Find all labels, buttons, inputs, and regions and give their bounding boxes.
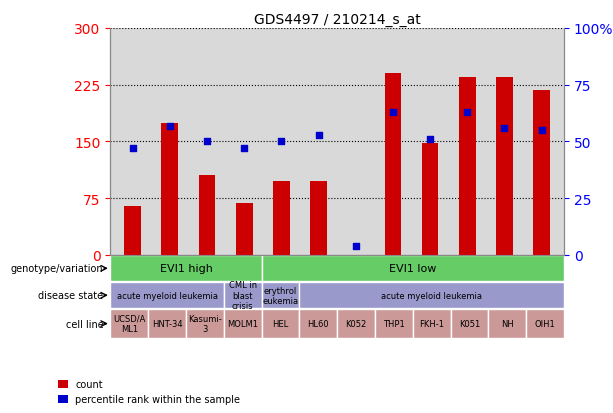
FancyBboxPatch shape bbox=[262, 256, 564, 282]
Bar bbox=[161, 123, 178, 255]
FancyBboxPatch shape bbox=[262, 282, 299, 309]
FancyBboxPatch shape bbox=[299, 310, 337, 338]
Text: disease state: disease state bbox=[38, 290, 104, 301]
Point bbox=[351, 243, 360, 249]
Text: acute myeloid leukemia: acute myeloid leukemia bbox=[381, 291, 482, 300]
Point bbox=[388, 109, 398, 116]
Text: UCSD/A
ML1: UCSD/A ML1 bbox=[113, 314, 145, 333]
FancyBboxPatch shape bbox=[224, 310, 262, 338]
Point bbox=[165, 123, 175, 130]
Point bbox=[276, 139, 286, 145]
Text: EVI1 low: EVI1 low bbox=[389, 263, 436, 274]
Text: OIH1: OIH1 bbox=[535, 319, 555, 328]
Point bbox=[537, 128, 547, 134]
Legend: count, percentile rank within the sample: count, percentile rank within the sample bbox=[54, 375, 244, 408]
Point bbox=[425, 136, 435, 143]
Text: EVI1 high: EVI1 high bbox=[159, 263, 212, 274]
Bar bbox=[124, 206, 141, 255]
Text: NH: NH bbox=[501, 319, 514, 328]
FancyBboxPatch shape bbox=[451, 310, 489, 338]
FancyBboxPatch shape bbox=[110, 310, 148, 338]
Title: GDS4497 / 210214_s_at: GDS4497 / 210214_s_at bbox=[254, 12, 421, 26]
FancyBboxPatch shape bbox=[110, 256, 262, 282]
Bar bbox=[459, 78, 476, 255]
Bar bbox=[422, 144, 438, 255]
Text: K052: K052 bbox=[346, 319, 367, 328]
FancyBboxPatch shape bbox=[489, 310, 526, 338]
Text: THP1: THP1 bbox=[383, 319, 405, 328]
FancyBboxPatch shape bbox=[262, 310, 299, 338]
Point bbox=[202, 139, 212, 145]
Bar bbox=[496, 78, 513, 255]
Point bbox=[239, 145, 249, 152]
Bar bbox=[384, 74, 402, 255]
Text: erythrol
eukemia: erythrol eukemia bbox=[262, 286, 299, 305]
FancyBboxPatch shape bbox=[375, 310, 413, 338]
Text: CML in
blast
crisis: CML in blast crisis bbox=[229, 281, 257, 311]
FancyBboxPatch shape bbox=[186, 310, 224, 338]
Text: K051: K051 bbox=[459, 319, 480, 328]
Text: FKH-1: FKH-1 bbox=[419, 319, 444, 328]
Text: HL60: HL60 bbox=[308, 319, 329, 328]
FancyBboxPatch shape bbox=[299, 282, 564, 309]
Text: MOLM1: MOLM1 bbox=[227, 319, 258, 328]
Bar bbox=[199, 176, 215, 255]
FancyBboxPatch shape bbox=[337, 310, 375, 338]
FancyBboxPatch shape bbox=[526, 310, 564, 338]
Point bbox=[500, 125, 509, 132]
Text: Kasumi-
3: Kasumi- 3 bbox=[188, 314, 222, 333]
Text: HNT-34: HNT-34 bbox=[152, 319, 182, 328]
Bar bbox=[310, 181, 327, 255]
FancyBboxPatch shape bbox=[224, 282, 262, 309]
Point bbox=[314, 132, 324, 139]
Text: acute myeloid leukemia: acute myeloid leukemia bbox=[116, 291, 218, 300]
Text: cell line: cell line bbox=[66, 319, 104, 329]
Bar bbox=[236, 204, 253, 255]
FancyBboxPatch shape bbox=[110, 282, 224, 309]
FancyBboxPatch shape bbox=[148, 310, 186, 338]
Point bbox=[128, 145, 137, 152]
Text: genotype/variation: genotype/variation bbox=[11, 263, 104, 274]
Bar bbox=[273, 181, 290, 255]
Bar bbox=[533, 91, 550, 255]
FancyBboxPatch shape bbox=[413, 310, 451, 338]
Text: HEL: HEL bbox=[272, 319, 289, 328]
Point bbox=[462, 109, 472, 116]
